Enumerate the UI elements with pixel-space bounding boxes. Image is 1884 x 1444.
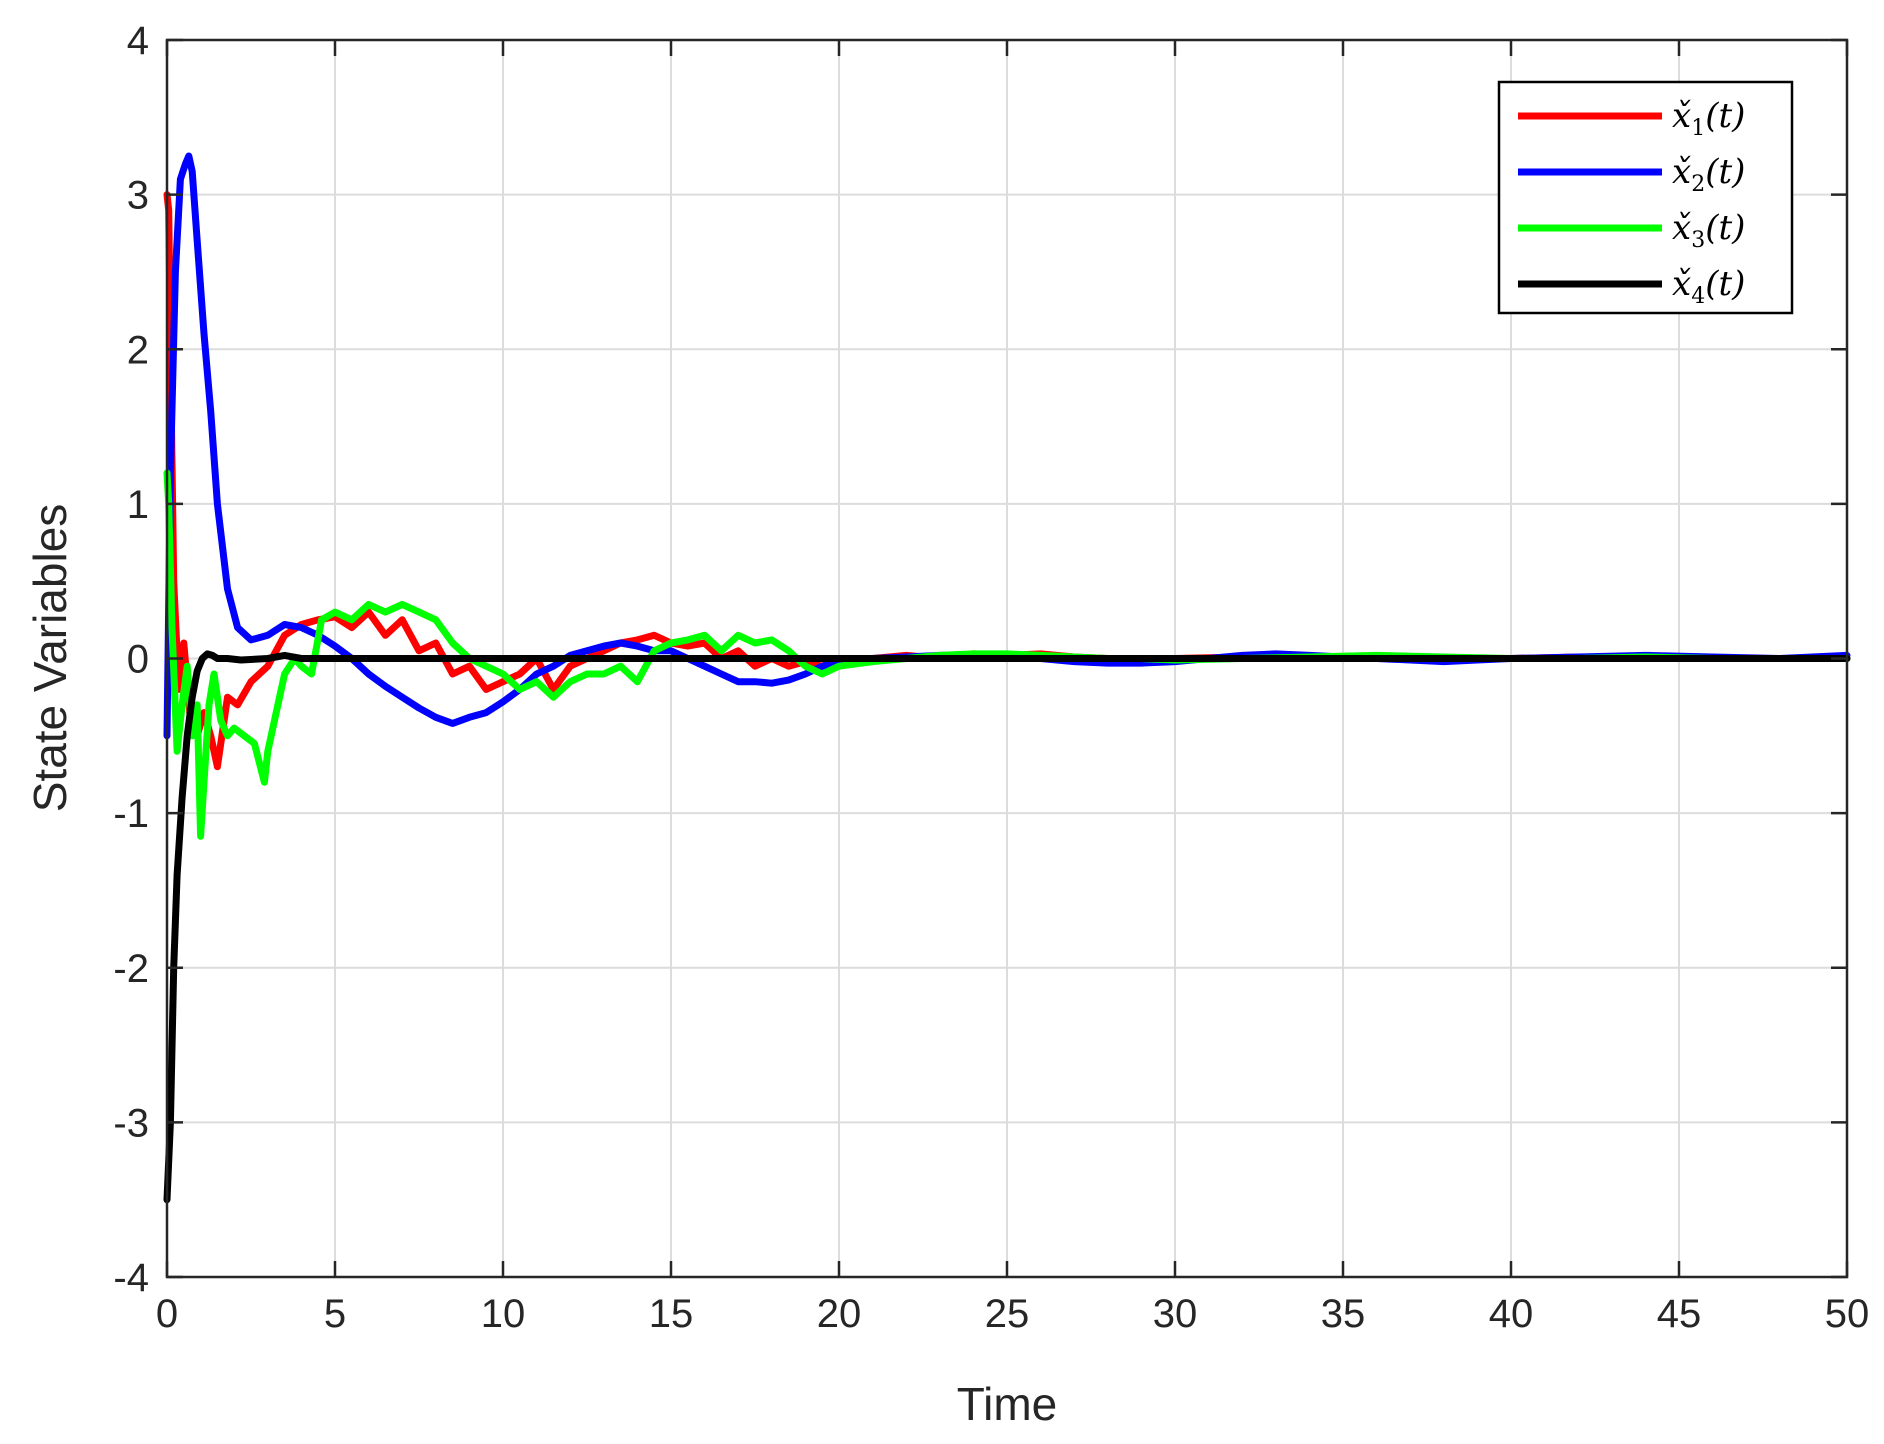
x-axis-tick-labels: 0 5 10 15 20 25 30 35 40 45 50 xyxy=(156,1292,1869,1336)
y-tick-label: 3 xyxy=(127,174,149,218)
legend-label-2: x̌2(t) xyxy=(1672,152,1745,197)
axis-ticks xyxy=(165,38,1849,1279)
x-tick-label: 0 xyxy=(156,1292,178,1336)
x-tick-label: 30 xyxy=(1153,1292,1198,1336)
x-tick-label: 5 xyxy=(324,1292,346,1336)
legend: x̌1(t) x̌2(t) x̌3(t) x̌4(t) xyxy=(1497,80,1794,315)
y-tick-label: -2 xyxy=(113,947,149,991)
y-tick-label: 1 xyxy=(127,483,149,527)
series-line-2 xyxy=(163,152,1851,740)
x-tick-label: 15 xyxy=(649,1292,694,1336)
x-axis-label: Time xyxy=(957,1378,1058,1430)
y-tick-label: -3 xyxy=(113,1101,149,1145)
x-tick-label: 10 xyxy=(481,1292,526,1336)
y-tick-label: -1 xyxy=(113,792,149,836)
x-tick-label: 20 xyxy=(817,1292,862,1336)
series-lines xyxy=(163,152,1851,1204)
legend-label-1: x̌1(t) xyxy=(1672,96,1745,141)
legend-label-4: x̌4(t) xyxy=(1672,264,1745,309)
x-tick-label: 25 xyxy=(985,1292,1030,1336)
y-tick-label: 0 xyxy=(127,638,149,682)
legend-box xyxy=(1497,80,1794,315)
x-tick-label: 40 xyxy=(1489,1292,1534,1336)
series-line-4 xyxy=(163,650,1851,1204)
y-tick-label: -4 xyxy=(113,1256,149,1300)
y-axis-tick-labels: -4 -3 -2 -1 0 1 2 3 4 xyxy=(113,19,149,1300)
y-axis-label: State Variables xyxy=(24,504,76,813)
legend-label-3: x̌3(t) xyxy=(1672,208,1745,253)
x-tick-label: 50 xyxy=(1825,1292,1870,1336)
x-tick-label: 45 xyxy=(1657,1292,1702,1336)
y-tick-label: 4 xyxy=(127,19,149,63)
x-tick-label: 35 xyxy=(1321,1292,1366,1336)
y-tick-label: 2 xyxy=(127,328,149,372)
